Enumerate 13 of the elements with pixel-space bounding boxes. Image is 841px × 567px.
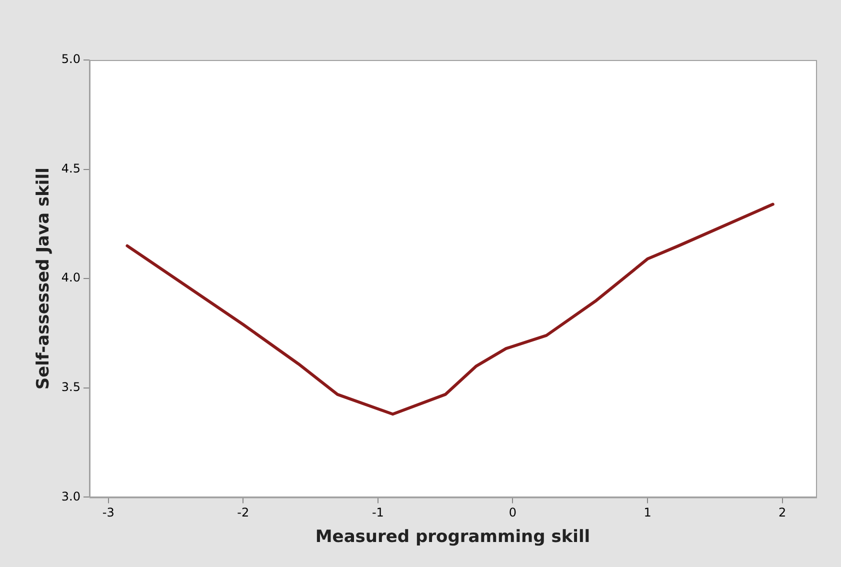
x-axis-title: Measured programming skill bbox=[315, 527, 590, 548]
x-tick-label: -1 bbox=[372, 506, 384, 520]
y-tick-label: 4.0 bbox=[61, 270, 80, 285]
x-tick-label: 0 bbox=[508, 506, 517, 520]
y-tick-label: 3.0 bbox=[61, 489, 80, 504]
x-tick-label: -3 bbox=[102, 506, 114, 520]
x-tick-label: 2 bbox=[778, 506, 786, 520]
y-axis-title: Self-assessed Java skill bbox=[34, 168, 54, 390]
x-tick-label: 1 bbox=[644, 506, 652, 520]
y-tick-label: 5.0 bbox=[61, 52, 80, 66]
y-tick-label: 3.5 bbox=[61, 380, 80, 394]
y-tick-label: 4.5 bbox=[61, 161, 80, 176]
x-tick-label: -2 bbox=[237, 506, 250, 520]
